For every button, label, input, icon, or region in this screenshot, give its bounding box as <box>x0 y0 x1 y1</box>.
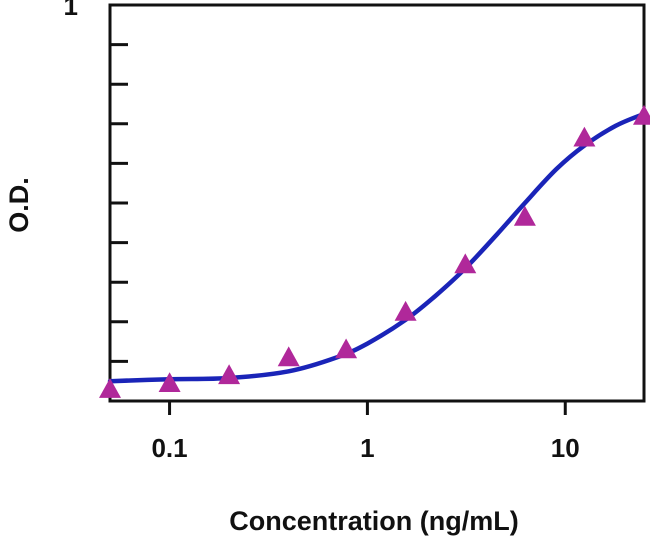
y-axis-ticks <box>110 3 128 403</box>
x-tick-label-2: 10 <box>551 433 580 463</box>
data-point-3 <box>277 346 300 367</box>
data-point-8 <box>573 126 596 147</box>
fit-curve-line <box>107 111 647 384</box>
y-axis-title: O.D. <box>4 177 34 233</box>
data-point-2 <box>218 364 241 385</box>
data-point-6 <box>454 253 477 274</box>
x-tick-label-1: 1 <box>360 433 374 463</box>
x-tick-label-0: 0.1 <box>151 433 187 463</box>
data-point-4 <box>335 338 358 359</box>
data-point-0 <box>99 378 121 398</box>
y-tick-label-0: 1 <box>64 0 78 21</box>
data-point-1 <box>158 372 181 392</box>
x-axis-title: Concentration (ng/mL) <box>229 506 518 536</box>
data-point-7 <box>513 205 536 226</box>
data-points <box>99 104 650 398</box>
tick-labels: 0.1 1 10 1 <box>64 0 580 463</box>
x-axis-ticks <box>168 401 567 415</box>
data-point-5 <box>394 300 417 321</box>
data-point-9 <box>633 104 650 125</box>
plot-frame <box>108 3 646 403</box>
